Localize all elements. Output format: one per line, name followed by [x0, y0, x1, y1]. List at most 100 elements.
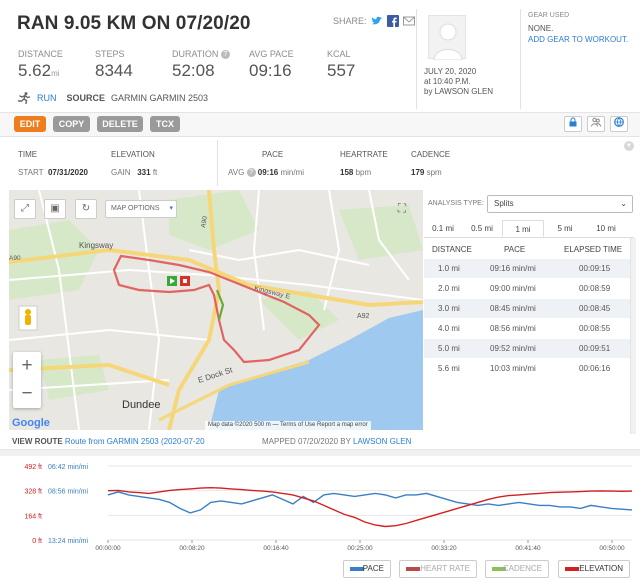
legend-elevation-button[interactable]: ELEVATION	[558, 560, 630, 578]
zoom-in-button[interactable]: +	[21, 355, 33, 376]
tab-0-5-mi[interactable]: 0.5 mi	[471, 224, 493, 233]
author-line: by LAWSON GLEN	[424, 87, 494, 96]
x-tick-label: 00:25:00	[347, 545, 373, 552]
map-label-a90-west: A90	[9, 255, 21, 262]
y-left-tick-label: 328 ft	[24, 489, 42, 496]
elevation-series-line	[107, 486, 633, 528]
split-interval-tabs: 0.1 mi 0.5 mi 1 mi 5 mi 10 mi	[424, 220, 634, 238]
view-route-line: VIEW ROUTE Route from GARMIN 2503 (2020-…	[12, 437, 205, 446]
pace-label: PACE	[262, 150, 284, 159]
legend-heartrate-button[interactable]: HEART RATE	[399, 560, 477, 578]
delete-button[interactable]: DELETE	[97, 116, 143, 132]
metrics-divider	[217, 140, 218, 186]
collapse-chevron-icon[interactable]: ▼	[624, 141, 634, 151]
stat-steps-value: 8344	[95, 61, 133, 80]
table-row: 5.0 mi 09:52 min/mi 00:09:51	[424, 339, 634, 358]
tcx-button[interactable]: TCX	[150, 116, 180, 132]
legend-cadence-button[interactable]: CADENCE	[485, 560, 549, 578]
elevation-swatch	[565, 567, 579, 571]
help-icon[interactable]: ?	[246, 168, 256, 177]
edit-button[interactable]: EDIT	[14, 116, 46, 132]
pace-series-line	[107, 491, 633, 514]
mapped-by-line: MAPPED 07/20/2020 BY LAWSON GLEN	[262, 437, 412, 446]
map-attribution[interactable]: Map data ©2020 500 m ⎯⎯ Terms of Use Rep…	[205, 421, 371, 430]
x-tick-label: 00:08:20	[179, 545, 205, 552]
stat-pace-label: AVG PACE	[249, 49, 294, 59]
stat-steps-label: STEPS	[95, 49, 125, 59]
start-time: START 07/31/2020	[18, 168, 88, 177]
3d-view-icon[interactable]: ▣	[44, 199, 66, 219]
twitter-icon[interactable]	[371, 15, 383, 27]
y-right-tick-label: 13:24 min/mi	[48, 538, 89, 545]
tab-1-mi[interactable]: 1 mi	[502, 220, 544, 237]
x-tick-label: 00:00:00	[95, 545, 121, 552]
user-panel	[416, 9, 519, 109]
cadence-swatch	[492, 567, 506, 571]
pegman-icon[interactable]	[18, 305, 38, 331]
table-row: 1.0 mi 09:16 min/mi 00:09:15	[424, 259, 634, 278]
legend-pace-button[interactable]: PACE	[343, 560, 391, 578]
friends-icon[interactable]	[587, 116, 605, 132]
action-bar	[0, 112, 640, 137]
globe-icon[interactable]	[610, 116, 628, 132]
heartrate-value: 158 bpm	[340, 168, 372, 177]
lock-icon[interactable]	[564, 116, 582, 132]
time-line: at 10:40 P.M.	[424, 77, 471, 86]
elevation-gain: GAIN 331 ft	[111, 168, 158, 177]
table-row: 2.0 mi 09:00 min/mi 00:08:59	[438, 284, 611, 293]
email-icon[interactable]	[402, 15, 415, 27]
fullscreen-toggle-icon[interactable]: ⤢	[14, 199, 36, 219]
gear-label: GEAR USED	[528, 12, 570, 19]
map-label-a92: A92	[357, 313, 370, 320]
activity-type-link[interactable]: RUN	[37, 93, 57, 103]
table-row: 4.0 mi 08:56 min/mi 00:08:55	[438, 324, 611, 333]
y-left-tick-label: 492 ft	[24, 464, 42, 471]
y-left-tick-label: 0 ft	[32, 538, 42, 545]
mapped-by-link[interactable]: LAWSON GLEN	[353, 437, 412, 446]
source-label: SOURCE	[66, 93, 106, 103]
stat-duration-value: 52:08	[172, 61, 215, 80]
date-line: JULY 20, 2020	[424, 67, 477, 76]
replay-icon[interactable]: ↻	[75, 199, 97, 219]
source-value: GARMIN GARMIN 2503	[111, 93, 209, 103]
table-row: 3.0 mi 08:45 min/mi 00:08:45	[424, 299, 634, 318]
elevation-label: ELEVATION	[111, 150, 155, 159]
map-label-dundee: Dundee	[122, 399, 161, 411]
runner-icon	[17, 92, 31, 104]
col-pace: PACE	[504, 245, 526, 254]
x-tick-label: 00:16:40	[263, 545, 289, 552]
tab-10-mi[interactable]: 10 mi	[596, 224, 616, 233]
tab-5-mi[interactable]: 5 mi	[557, 224, 573, 233]
gear-panel	[520, 9, 640, 109]
analysis-type-label: ANALYSIS TYPE:	[428, 200, 484, 207]
stat-duration-label: DURATION ?	[172, 49, 230, 59]
stat-kcal-label: KCAL	[327, 49, 351, 59]
time-label: TIME	[18, 150, 38, 159]
horizontal-scrollbar[interactable]	[0, 449, 640, 456]
stat-distance-value: 5.62mi	[18, 61, 60, 80]
stat-pace-value: 09:16	[249, 61, 292, 80]
share-bar: SHARE:	[333, 15, 415, 27]
stat-distance-label: DISTANCE	[18, 49, 63, 59]
map-canvas[interactable]: Kingsway Kingsway E A90 A90 A92 E Dock S…	[9, 190, 423, 430]
copy-button[interactable]: COPY	[53, 116, 90, 132]
avg-pace: AVG ? 09:16 min/mi	[228, 168, 305, 177]
col-distance: DISTANCE	[432, 245, 472, 254]
splits-scrollbar[interactable]	[630, 238, 636, 434]
help-icon[interactable]: ?	[220, 50, 230, 59]
map-options-dropdown[interactable]: MAP OPTIONS ▾	[105, 200, 177, 218]
expand-map-icon[interactable]: ⛶	[397, 201, 407, 215]
activity-row: RUN SOURCE GARMIN GARMIN 2503	[17, 92, 208, 104]
route-map[interactable]: Kingsway Kingsway E A90 A90 A92 E Dock S…	[9, 190, 423, 430]
analysis-type-select[interactable]: Splits ⌄	[487, 195, 633, 213]
pace-elevation-chart[interactable]: 492 ft 06:42 min/mi 328 ft 08:56 min/mi 164 …	[0, 458, 640, 558]
avatar[interactable]	[428, 15, 466, 61]
tab-0-1-mi[interactable]: 0.1 mi	[432, 224, 454, 233]
heartrate-label: HEARTRATE	[340, 150, 388, 159]
splits-table-header: DISTANCE PACE ELAPSED TIME	[424, 240, 634, 258]
route-link[interactable]: Route from GARMIN 2503 (2020-07-20	[64, 437, 205, 446]
facebook-icon[interactable]	[386, 15, 399, 27]
add-gear-link[interactable]: ADD GEAR TO WORKOUT.	[528, 35, 629, 44]
cadence-value: 179 spm	[411, 168, 442, 177]
zoom-out-button[interactable]: −	[21, 383, 33, 404]
